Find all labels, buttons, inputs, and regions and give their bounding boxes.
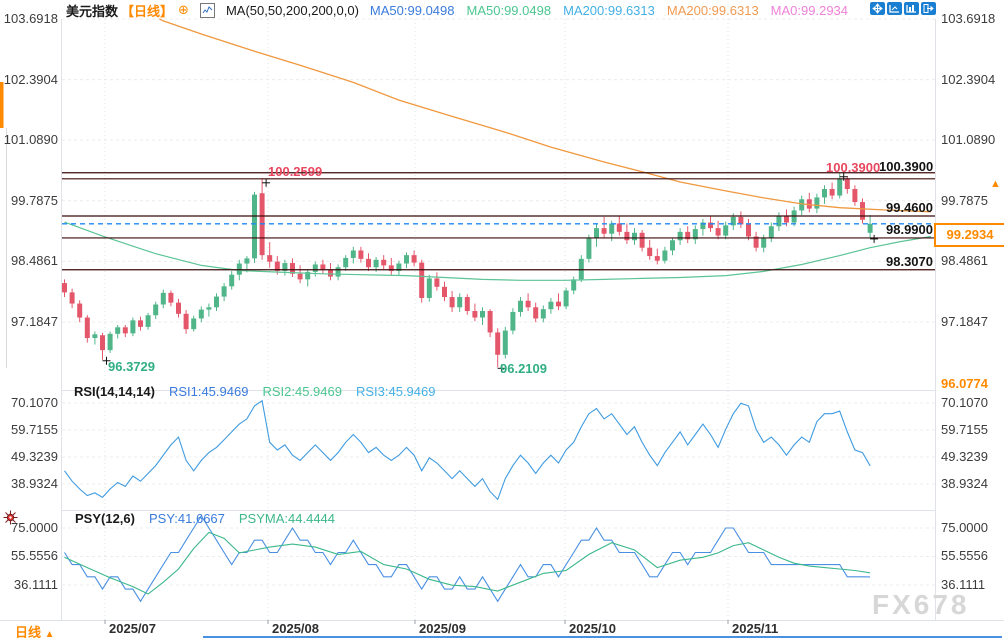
- add-indicator-icon[interactable]: ⊕: [178, 2, 189, 17]
- y-axis-label-left: 99.7875: [11, 192, 58, 208]
- rsi-header: RSI(14,14,14) RSI1:45.9469 RSI2:45.9469 RS…: [74, 384, 435, 399]
- y-axis-label-right: 101.0890: [941, 132, 996, 148]
- rsi-legend-item: RSI3:45.9469: [355, 384, 436, 399]
- chart-annotation: 96.3729: [108, 359, 155, 374]
- zoom-out-icon[interactable]: [887, 2, 902, 15]
- y-axis-label-right: 97.1847: [941, 313, 988, 329]
- rsi-legend-item: RSI1:45.9469: [168, 384, 249, 399]
- chart-type-icon[interactable]: [199, 2, 215, 18]
- price-line-label: 99.4600: [886, 200, 933, 216]
- psy-legend-item: PSY:41.6667: [148, 511, 225, 526]
- psy-axis-label-right: 55.5556: [941, 548, 988, 564]
- ma-legend-item: MA0:99.2934: [770, 2, 849, 18]
- exit-icon[interactable]: [921, 2, 936, 15]
- y-axis-label-left: 97.1847: [11, 313, 58, 329]
- y-axis-label-left: 98.4861: [11, 253, 58, 269]
- psy-legend-item: PSYMA:44.4444: [238, 511, 336, 526]
- chart-toolbar: [870, 2, 936, 15]
- ma-legend: MA50:99.0498 MA50:99.0498 MA200:99.6313 MA2…: [370, 3, 848, 18]
- psy-axis-label-right: 75.0000: [941, 520, 988, 535]
- ma-legend-item: MA200:99.6313: [666, 2, 759, 18]
- current-price-tag: 99.2934: [934, 223, 1004, 247]
- price-line-label: 98.9900: [886, 221, 933, 237]
- psy-axis-label-left: 36.1111: [13, 576, 58, 592]
- rsi-axis-label-right: 38.9324: [941, 476, 988, 491]
- range-low-label: 96.0774: [941, 376, 988, 391]
- rsi-axis-label-right: 59.7155: [941, 422, 988, 437]
- psy-legend: PSY:41.6667 PSYMA:44.4444: [149, 511, 335, 526]
- rsi-axis-label-left: 70.1070: [11, 395, 58, 410]
- axis-up-arrow-icon[interactable]: ▲: [990, 178, 1001, 190]
- rsi-axis-label-left: 38.9324: [11, 476, 58, 491]
- x-axis-label: 2025/10: [569, 621, 616, 636]
- symbol-title: 美元指数: [66, 3, 119, 19]
- y-axis-label-right: 102.3904: [941, 71, 996, 87]
- rsi-legend-item: RSI2:45.9469: [262, 384, 342, 399]
- rsi-axis-label-right: 49.3239: [941, 449, 988, 464]
- timeframe-arrow-icon[interactable]: ▲: [44, 629, 55, 638]
- timeframe-label[interactable]: 日线: [15, 625, 42, 638]
- ma-legend-item: MA200:99.6313: [563, 2, 655, 18]
- x-axis-label: 2025/08: [272, 621, 319, 636]
- psy-axis-label-right: 36.1111: [941, 576, 986, 592]
- rsi-title: RSI(14,14,14): [74, 384, 155, 399]
- y-axis-label-left: 101.0890: [3, 132, 58, 148]
- y-axis-label-left: 102.3904: [3, 71, 58, 87]
- watermark: FX678: [872, 589, 970, 620]
- timeframe-badge[interactable]: 日线 ▲: [15, 622, 55, 638]
- ma-legend-item: MA50:99.0498: [369, 2, 455, 18]
- y-axis-label-right: 99.7875: [941, 192, 988, 208]
- rsi-axis-label-left: 49.3239: [11, 449, 58, 464]
- pan-icon[interactable]: [870, 2, 885, 15]
- ma-legend-item: MA50:99.0498: [466, 2, 552, 18]
- chart-annotation: 100.3900: [826, 160, 881, 175]
- chart-annotation: 96.2109: [500, 361, 547, 376]
- indicator-settings-icon[interactable]: [3, 510, 18, 528]
- x-axis-label: 2025/11: [732, 621, 779, 636]
- zoom-in-icon[interactable]: [904, 2, 919, 15]
- y-axis-label-right: 98.4861: [941, 253, 988, 269]
- chart-annotation: 100.3900: [879, 159, 934, 174]
- x-axis-label: 2025/07: [109, 621, 156, 636]
- y-axis-label-right: 103.6918: [941, 11, 996, 26]
- x-axis-label: 2025/09: [419, 621, 466, 636]
- psy-axis-label-left: 55.5556: [11, 548, 58, 564]
- price-line-label: 98.3070: [886, 253, 933, 269]
- chart-annotation: 100.2599: [268, 164, 323, 179]
- rsi-axis-label-left: 59.7155: [11, 422, 58, 437]
- rsi-legend: RSI1:45.9469 RSI2:45.9469 RSI3:45.9469: [169, 384, 436, 399]
- y-axis-label-left: 103.6918: [3, 11, 58, 26]
- ma-formula: MA(50,50,200,200,0,0): [225, 2, 359, 18]
- period-label[interactable]: 【日线】: [121, 3, 174, 19]
- rsi-axis-label-right: 70.1070: [941, 395, 988, 410]
- psy-axis-label-left: 75.0000: [11, 520, 58, 535]
- psy-title: PSY(12,6): [75, 511, 135, 526]
- psy-header: PSY(12,6) PSY:41.6667 PSYMA:44.4444: [75, 511, 335, 526]
- chart-header: 美元指数 【日线】 ⊕ MA(50,50,200,200,0,0) MA50:99.…: [66, 2, 848, 19]
